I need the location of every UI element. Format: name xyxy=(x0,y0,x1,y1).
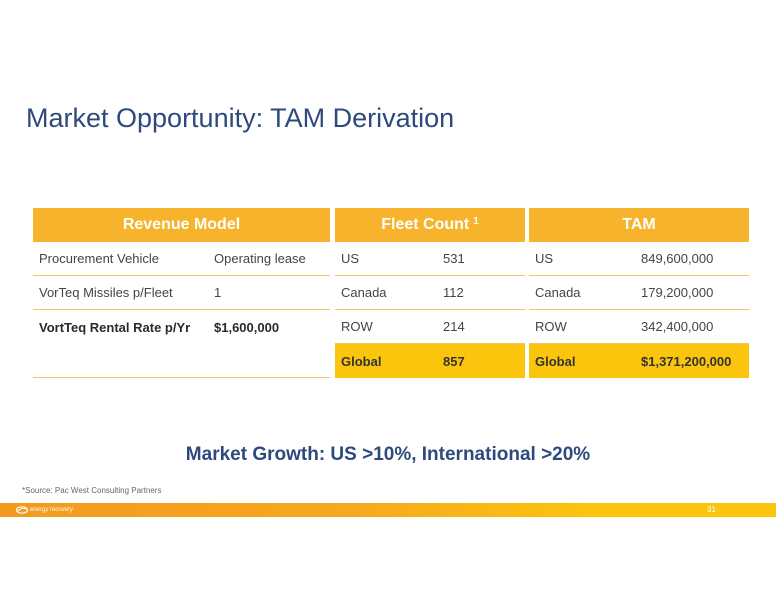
row-label: US xyxy=(535,251,554,266)
revenue-model-header-text: Revenue Model xyxy=(122,216,241,233)
tam-header: TAM xyxy=(529,208,749,242)
fleet-count-table: Fleet Count 1 US 531 Canada 112 ROW 214 G… xyxy=(335,208,525,378)
table-row: Canada 112 xyxy=(335,276,525,310)
row-label: US xyxy=(341,251,360,266)
row-value: 214 xyxy=(443,319,465,334)
table-row-total: Global 857 xyxy=(335,344,525,378)
row-label: Global xyxy=(341,353,382,369)
footnote-marker: 1 xyxy=(473,215,479,227)
row-value: 849,600,000 xyxy=(641,251,714,266)
row-value: 857 xyxy=(443,353,465,369)
row-value: 1 xyxy=(214,285,222,300)
market-growth-note: Market Growth: US >10%, International >2… xyxy=(185,444,591,465)
row-label: Global xyxy=(535,353,576,369)
table-row: US 849,600,000 xyxy=(529,242,749,276)
row-value: 531 xyxy=(443,251,465,266)
row-label: ROW xyxy=(341,319,373,334)
table-row: Procurement Vehicle Operating lease xyxy=(33,242,330,276)
row-label: ROW xyxy=(535,319,567,334)
row-label: Canada xyxy=(535,285,581,300)
logo-text: energy recovery xyxy=(30,507,74,513)
table-row-empty xyxy=(33,344,330,378)
row-value: Operating lease xyxy=(214,251,306,266)
fleet-count-header: Fleet Count 1 xyxy=(335,208,525,242)
revenue-model-header: Revenue Model xyxy=(33,208,330,242)
table-row: Canada 179,200,000 xyxy=(529,276,749,310)
row-label: VorTeq Missiles p/Fleet xyxy=(39,285,173,300)
row-label: VortTeq Rental Rate p/Yr xyxy=(39,319,191,335)
tam-header-text: TAM xyxy=(622,216,656,233)
fleet-count-header-text: Fleet Count xyxy=(381,216,470,233)
row-value: 112 xyxy=(443,285,464,300)
table-row: US 531 xyxy=(335,242,525,276)
table-row: VortTeq Rental Rate p/Yr $1,600,000 xyxy=(33,310,330,344)
row-value: $1,371,200,000 xyxy=(641,353,732,369)
table-row: ROW 214 xyxy=(335,310,525,344)
page-number: 31 xyxy=(707,505,716,514)
revenue-model-table: Revenue Model Procurement Vehicle Operat… xyxy=(33,208,330,378)
table-row: VorTeq Missiles p/Fleet 1 xyxy=(33,276,330,310)
table-row: ROW 342,400,000 xyxy=(529,310,749,344)
source-note: *Source: Pac West Consulting Partners xyxy=(22,486,162,495)
row-label: Procurement Vehicle xyxy=(39,251,159,266)
row-value: $1,600,000 xyxy=(214,319,280,335)
row-label: Canada xyxy=(341,285,387,300)
row-value: 342,400,000 xyxy=(641,319,714,334)
logo-swoosh-icon xyxy=(16,506,28,514)
tam-table: TAM US 849,600,000 Canada 179,200,000 RO… xyxy=(529,208,749,378)
table-row-total: Global $1,371,200,000 xyxy=(529,344,749,378)
slide-title: Market Opportunity: TAM Derivation xyxy=(26,103,455,133)
row-value: 179,200,000 xyxy=(641,285,714,300)
company-logo: energy recovery xyxy=(16,505,73,515)
footer-bar xyxy=(0,503,776,517)
